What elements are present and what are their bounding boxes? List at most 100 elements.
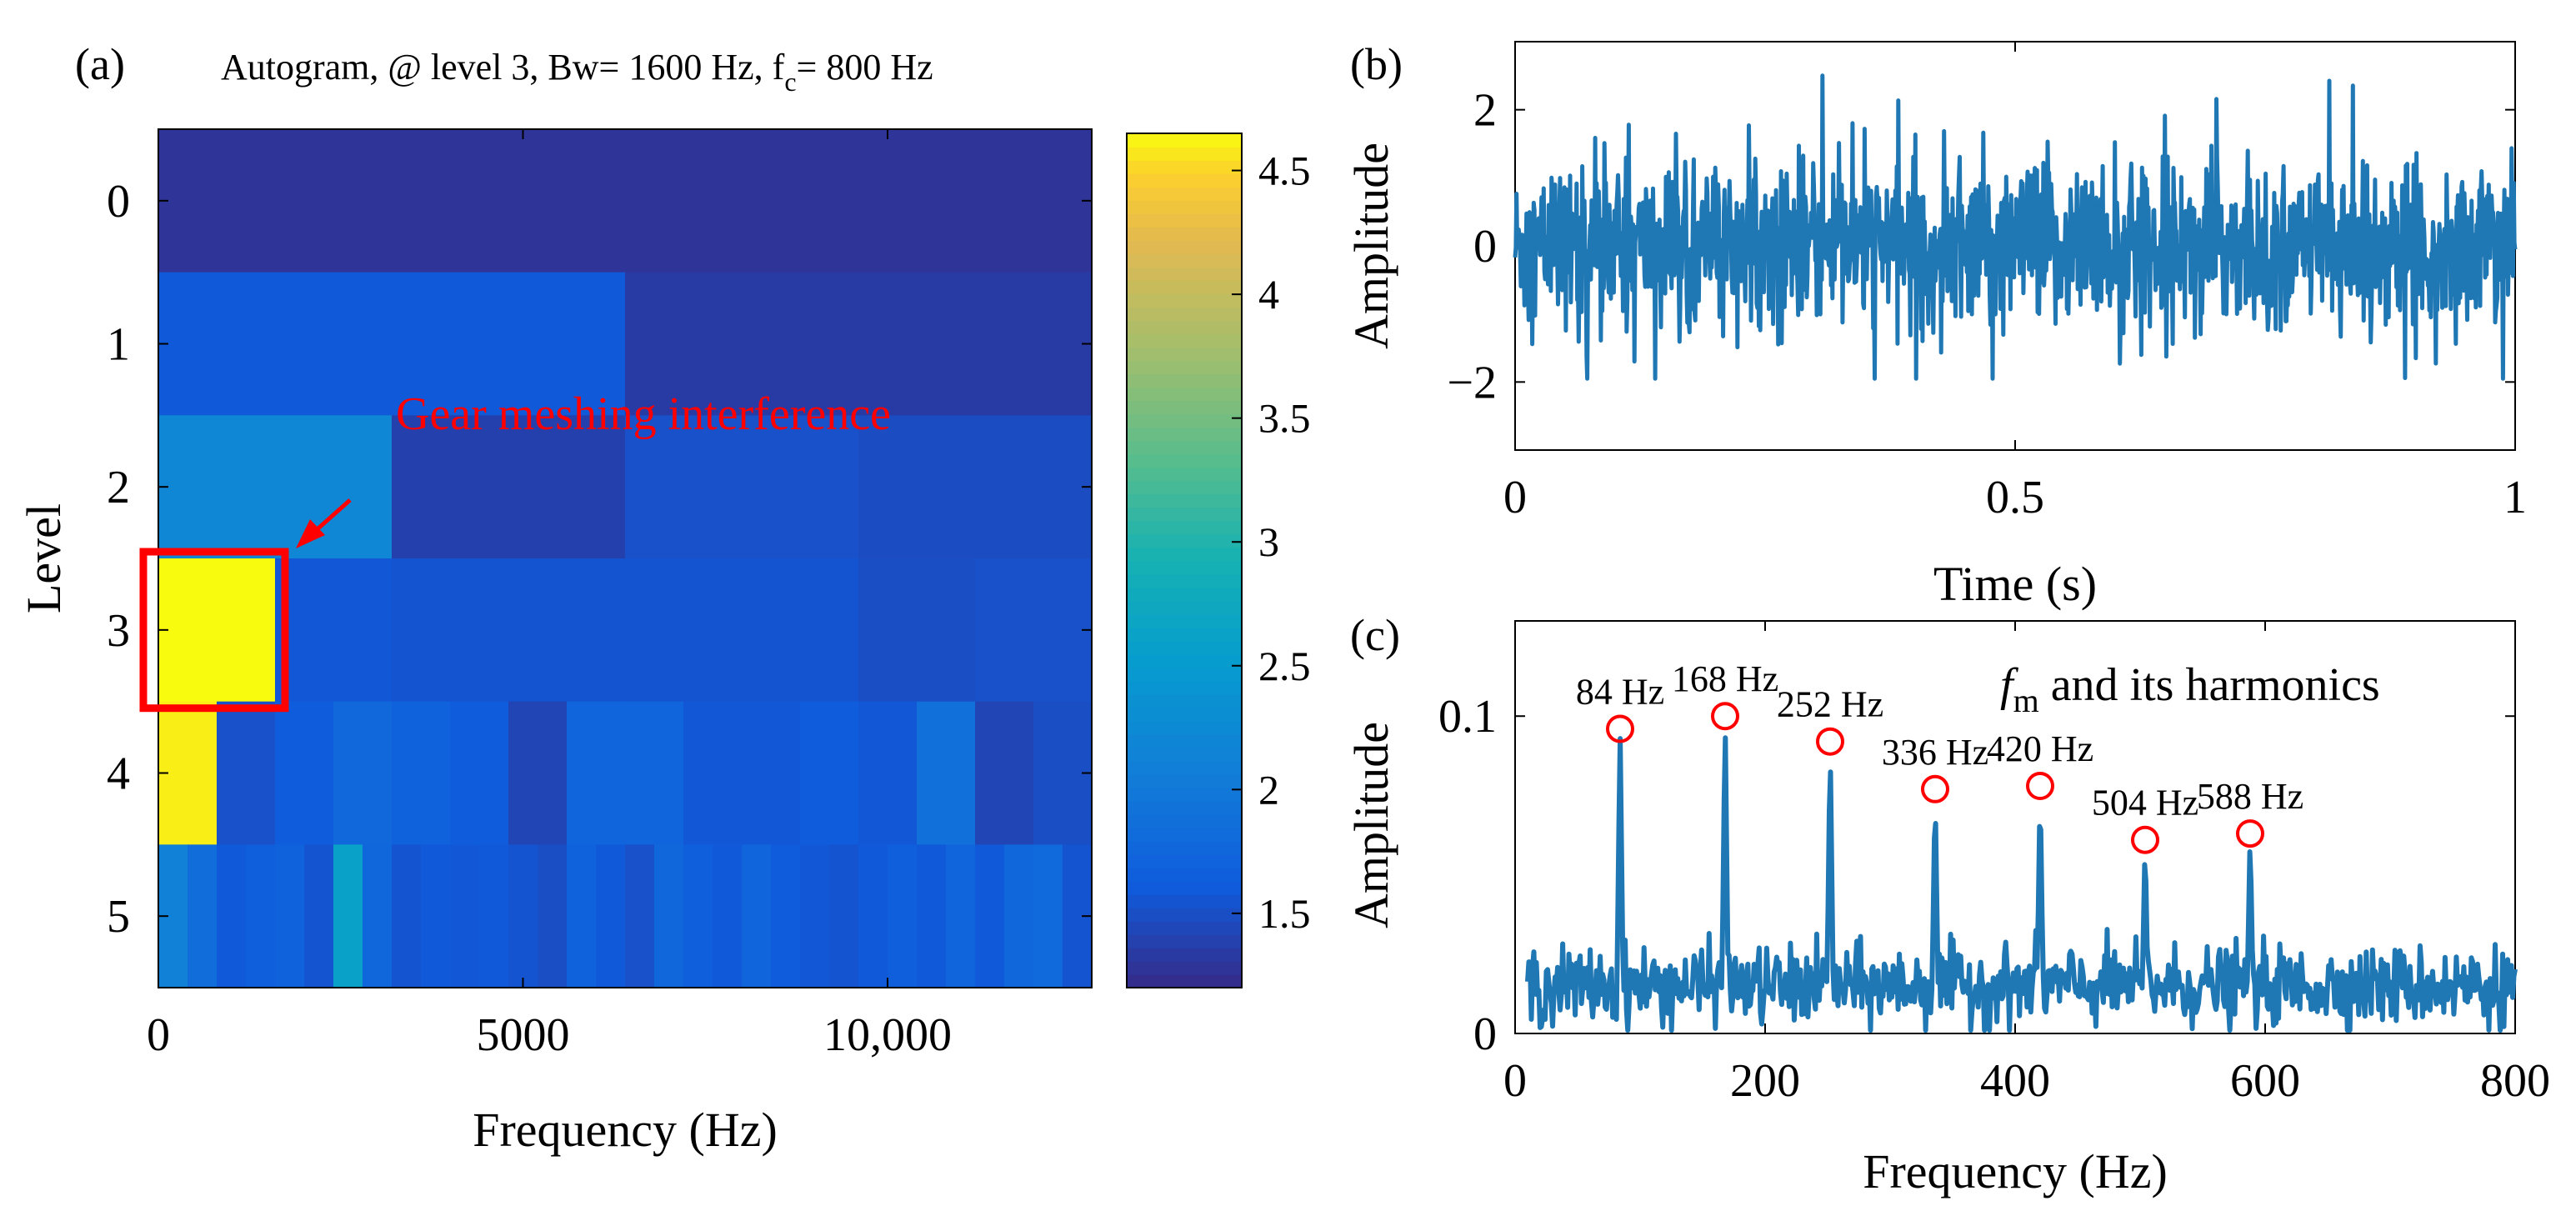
heatmap-cell (538, 844, 568, 988)
colorbar-swatch (1127, 133, 1242, 148)
colorbar-swatch (1127, 640, 1242, 655)
colorbar-swatch (1127, 600, 1242, 615)
colorbar-swatch (1127, 827, 1242, 842)
colorbar-swatch (1127, 440, 1242, 455)
frequency-tick-label: 400 (1980, 1055, 2050, 1107)
heatmap-cell (683, 844, 713, 988)
colorbar-swatch (1127, 413, 1242, 428)
heatmap-cell (217, 844, 247, 988)
time-tick-label: 1 (2503, 472, 2527, 523)
heatmap-cell (625, 844, 655, 988)
heatmap-cell (800, 701, 859, 845)
colorbar-swatch (1127, 800, 1242, 815)
panel-a: (a) Autogram, @ level 3, Bw= 1600 Hz, fc… (17, 39, 1311, 1157)
signal-series-line (1513, 73, 2518, 381)
colorbar-swatch (1127, 747, 1242, 762)
colorbar-swatch (1127, 933, 1242, 948)
colorbar-swatch (1127, 693, 1242, 708)
colorbar-swatch (1127, 293, 1242, 308)
signal-y-axis-label: Amplitude (1344, 143, 1398, 349)
heatmap-cell (742, 701, 801, 845)
colorbar-ticks: 1.5 2 2.5 3 3.5 4 4.5 (1232, 148, 1311, 937)
amplitude-tick-label: 0.1 (1438, 691, 1497, 743)
peak-marker (1711, 702, 1739, 731)
heatmap-cell (946, 844, 976, 988)
heatmap-cell (713, 844, 743, 988)
colorbar-swatch (1127, 560, 1242, 575)
colorbar-swatch (1127, 760, 1242, 775)
colorbar-tick-label: 3 (1258, 518, 1279, 565)
peak-marker (2236, 819, 2264, 848)
frequency-tick-label: 600 (2230, 1055, 2300, 1107)
colorbar-swatch (1127, 253, 1242, 268)
highlight-box (139, 548, 289, 713)
peak-marker (1606, 714, 1634, 743)
colorbar-tick-label: 4.5 (1258, 148, 1311, 194)
colorbar-swatch (1127, 613, 1242, 628)
colorbar-swatch (1127, 427, 1242, 442)
colorbar-tick-label: 4 (1258, 271, 1279, 318)
level-tick-label: 2 (107, 462, 130, 513)
colorbar-swatch (1127, 240, 1242, 254)
heatmap-cell (625, 701, 684, 845)
colorbar-swatch (1127, 320, 1242, 335)
spectrum-y-axis-label: Amplitude (1344, 722, 1398, 928)
colorbar-swatch (1127, 867, 1242, 882)
colorbar-swatch (1127, 907, 1242, 922)
heatmap-cell (275, 558, 393, 703)
peak-marker (1921, 774, 1949, 803)
heatmap-cell (392, 701, 451, 845)
heatmap-y-axis-label: Level (17, 503, 71, 613)
heatmap-cell (742, 558, 859, 703)
heatmap-x-ticks: 0 5000 10,000 (147, 129, 952, 1061)
frequency-tick-label: 800 (2480, 1055, 2550, 1107)
colorbar-swatch (1127, 187, 1242, 201)
annotation-text: Gear meshing interference (396, 388, 891, 440)
peak-marker (2026, 772, 2054, 800)
heatmap-cell (596, 844, 626, 988)
level-tick-label: 1 (107, 319, 130, 371)
panel-b: (b) 0 0.5 1 −2 0 2 Time (s) Amplitude (1344, 39, 2527, 611)
heatmap-cell (1004, 844, 1034, 988)
heatmap-cell (858, 558, 976, 703)
heatmap-cell (217, 701, 276, 845)
colorbar-swatch (1127, 160, 1242, 174)
heatmap-x-axis-label: Frequency (Hz) (473, 1103, 778, 1157)
colorbar-swatch (1127, 573, 1242, 588)
heatmap-cell (508, 844, 538, 988)
heatmap-cell (1033, 844, 1063, 988)
colorbar-swatch (1127, 733, 1242, 748)
colorbar-swatch (1127, 400, 1242, 415)
heatmap-cell (625, 558, 743, 703)
heatmap-cell (683, 701, 743, 845)
heatmap-frame (158, 128, 1093, 988)
heatmap-cell (421, 844, 451, 988)
colorbar-swatch (1127, 173, 1242, 188)
heatmap-cell (625, 272, 1093, 416)
peak-marker (2131, 825, 2159, 854)
heatmap-cell (158, 129, 1093, 273)
colorbar-swatch (1127, 373, 1242, 388)
heatmap-cell (479, 844, 509, 988)
peak-label: 84 Hz (1576, 671, 1664, 712)
heatmap-cell (508, 701, 568, 845)
heatmap-cell (975, 844, 1005, 988)
colorbar-swatch (1127, 720, 1242, 735)
colorbar-swatch (1127, 333, 1242, 348)
harmonics-legend-text: fm and its harmonics (2000, 659, 2380, 719)
colorbar-swatch (1127, 347, 1242, 362)
spectrum-ticks: 0 200 400 600 800 0 0.1 (1438, 621, 2550, 1107)
spectrum-series-line (1525, 735, 2518, 1033)
colorbar-swatch (1127, 387, 1242, 402)
heatmap-cell (188, 844, 218, 988)
heatmap-cell (858, 415, 1093, 559)
colorbar-swatch (1127, 227, 1242, 241)
colorbar-swatch (1127, 653, 1242, 668)
heatmap-cell (742, 844, 772, 988)
colorbar-swatch (1127, 947, 1242, 962)
colorbar-swatch (1127, 960, 1242, 975)
colorbar-tick-label: 3.5 (1258, 395, 1311, 442)
autogram-title: Autogram, @ level 3, Bw= 1600 Hz, fc= 80… (221, 47, 933, 97)
colorbar-swatch (1127, 280, 1242, 294)
colorbar-swatch (1127, 587, 1242, 602)
